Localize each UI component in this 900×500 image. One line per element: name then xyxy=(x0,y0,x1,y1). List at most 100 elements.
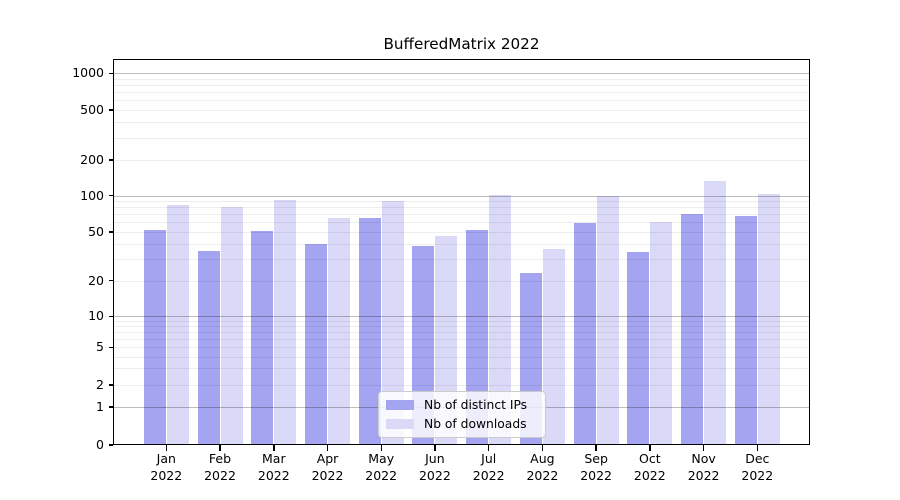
legend-swatch-downloads xyxy=(386,418,414,429)
y-tick-label: 0 xyxy=(96,437,104,452)
x-tick-label: Dec 2022 xyxy=(741,451,774,483)
y-tick-mark xyxy=(108,346,113,349)
gridline-minor xyxy=(113,339,810,341)
gridline-minor xyxy=(113,368,810,370)
y-tick-mark xyxy=(108,315,113,318)
x-tick-mark xyxy=(165,445,168,451)
x-tick-mark xyxy=(326,445,329,451)
x-tick-label: Feb 2022 xyxy=(204,451,236,483)
bar-distinct-ips-feb xyxy=(197,250,220,445)
y-tick-mark xyxy=(108,194,113,197)
gridline-minor xyxy=(113,347,810,349)
x-tick-mark xyxy=(756,445,758,451)
gridline-minor xyxy=(113,214,810,216)
x-tick-mark xyxy=(595,445,597,451)
gridline-major xyxy=(113,73,810,75)
x-tick-label: Oct 2022 xyxy=(633,451,666,483)
y-tick-mark xyxy=(108,159,113,161)
bar-distinct-ips-dec xyxy=(734,215,757,445)
bar-distinct-ips-mar xyxy=(251,230,274,445)
bar-downloads-feb xyxy=(220,207,243,445)
bar-downloads-oct xyxy=(650,222,673,445)
x-tick-label: Jan 2022 xyxy=(150,451,183,483)
x-tick-label: Mar 2022 xyxy=(257,451,290,483)
bar-distinct-ips-may xyxy=(358,218,381,445)
gridline-minor xyxy=(113,122,810,124)
gridline-minor xyxy=(113,356,810,358)
bar-downloads-aug xyxy=(542,249,565,445)
gridline-minor xyxy=(113,222,810,224)
gridline-minor xyxy=(113,137,810,139)
legend: Nb of distinct IPs Nb of downloads xyxy=(378,391,546,438)
gridline-minor xyxy=(113,280,810,282)
gridline-minor xyxy=(113,92,810,94)
gridline-minor xyxy=(113,258,810,260)
bar-distinct-ips-apr xyxy=(304,243,327,445)
x-tick-label: Aug 2022 xyxy=(526,451,559,483)
x-tick-mark xyxy=(434,445,436,451)
y-tick-mark xyxy=(108,279,113,282)
x-tick-label: Nov 2022 xyxy=(687,451,720,483)
y-tick-label: 2 xyxy=(96,377,104,392)
legend-swatch-distinct-ips xyxy=(386,400,414,411)
y-tick-label: 1 xyxy=(96,398,104,414)
y-tick-label: 50 xyxy=(88,223,104,239)
gridline-minor xyxy=(113,85,810,87)
x-tick-label: May 2022 xyxy=(365,451,398,483)
y-tick-mark xyxy=(108,72,113,74)
y-tick-label: 200 xyxy=(80,151,104,167)
x-tick-label: Apr 2022 xyxy=(311,451,344,483)
bar-downloads-nov xyxy=(704,180,727,445)
gridline-minor xyxy=(113,385,810,386)
gridline-minor xyxy=(113,332,810,334)
bar-distinct-ips-oct xyxy=(627,252,650,445)
x-tick-mark xyxy=(541,445,544,451)
gridline-major xyxy=(113,195,810,197)
chart-title: BufferedMatrix 2022 xyxy=(383,35,540,53)
x-tick-mark xyxy=(380,445,382,451)
y-tick-mark xyxy=(108,406,113,408)
gridline-minor xyxy=(113,207,810,209)
x-tick-label: Jun 2022 xyxy=(418,451,451,483)
bar-downloads-dec xyxy=(757,193,780,445)
y-tick-mark xyxy=(108,231,113,233)
x-tick-label: Jul 2022 xyxy=(472,451,505,483)
x-tick-label: Sep 2022 xyxy=(580,451,612,483)
gridline-minor xyxy=(113,110,810,111)
x-tick-mark xyxy=(487,445,490,451)
bar-distinct-ips-nov xyxy=(681,214,704,445)
y-tick-mark xyxy=(108,444,113,446)
gridline-minor xyxy=(113,201,810,203)
legend-label-downloads: Nb of downloads xyxy=(424,416,527,431)
plot-area xyxy=(113,59,810,445)
y-tick-label: 500 xyxy=(80,102,104,117)
x-tick-mark xyxy=(702,445,705,451)
gridline-minor xyxy=(113,243,810,245)
bar-downloads-apr xyxy=(327,218,350,445)
y-tick-label: 1000 xyxy=(72,65,104,81)
y-tick-label: 20 xyxy=(88,272,104,288)
gridline-minor xyxy=(113,321,810,322)
x-tick-mark xyxy=(649,445,651,451)
bar-downloads-may xyxy=(381,201,404,445)
gridline-major xyxy=(113,316,810,318)
bar-downloads-mar xyxy=(274,199,297,445)
y-tick-mark xyxy=(108,384,113,386)
legend-item-downloads: Nb of downloads xyxy=(386,417,537,431)
gridline-minor xyxy=(113,231,810,233)
bar-distinct-ips-jan xyxy=(143,229,166,445)
gridline-minor xyxy=(113,326,810,328)
y-tick-label: 10 xyxy=(88,308,104,324)
gridline-minor xyxy=(113,100,810,102)
gridline-minor xyxy=(113,78,810,80)
bar-downloads-sep xyxy=(596,196,619,445)
gridline-minor xyxy=(113,159,810,161)
bar-downloads-jan xyxy=(166,204,189,445)
y-tick-label: 100 xyxy=(80,187,104,203)
x-tick-mark xyxy=(273,445,275,451)
bar-distinct-ips-sep xyxy=(573,223,596,445)
y-tick-mark xyxy=(108,109,113,111)
legend-label-distinct-ips: Nb of distinct IPs xyxy=(424,398,528,413)
bar-downloads-jul xyxy=(489,195,512,445)
